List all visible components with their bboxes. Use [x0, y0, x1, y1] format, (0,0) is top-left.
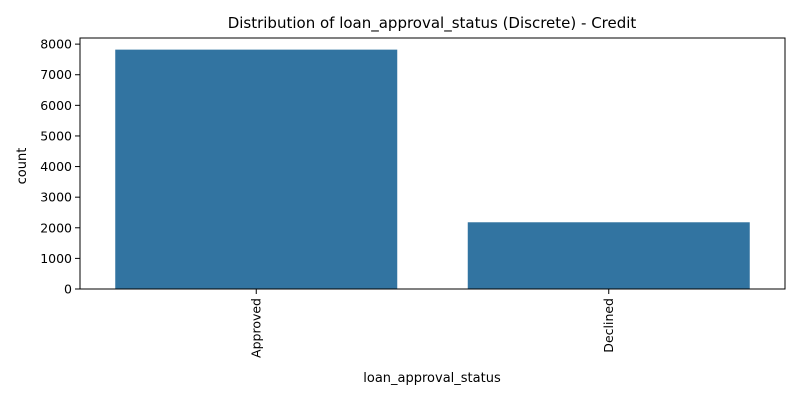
- y-tick-label: 3000: [40, 190, 72, 205]
- axes-frame: [79, 37, 786, 290]
- x-tick-label-declined: Declined: [601, 298, 616, 353]
- plot-area: 0 1000 2000 3000 4000 5000 6000 7000 8000 Approve…: [40, 37, 786, 358]
- x-tick-label-approved: Approved: [248, 298, 263, 358]
- y-tick-label: 1000: [40, 251, 72, 266]
- bar-declined: [467, 222, 750, 289]
- bar-approved: [115, 49, 398, 289]
- chart-title: Distribution of loan_approval_status (Di…: [228, 14, 637, 33]
- y-tick-label: 8000: [40, 37, 72, 52]
- y-axis-label: count: [15, 148, 30, 185]
- y-tick-label: 0: [64, 282, 72, 297]
- y-tick-label: 5000: [40, 128, 72, 143]
- y-tick-label: 2000: [40, 220, 72, 235]
- y-tick-label: 6000: [40, 98, 72, 113]
- y-tick-label: 4000: [40, 159, 72, 174]
- y-tick-label: 7000: [40, 67, 72, 82]
- x-axis-label: loan_approval_status: [363, 371, 501, 386]
